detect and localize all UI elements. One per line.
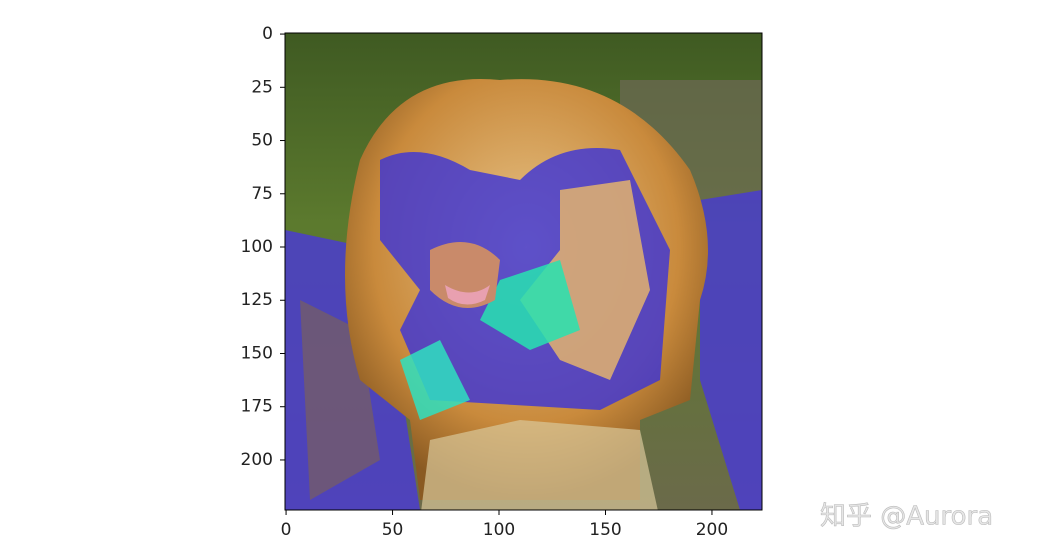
watermark: 知乎 @Aurora: [820, 502, 993, 532]
x-tick-label: 100: [483, 520, 515, 540]
image: [285, 33, 762, 510]
x-tick-label: 50: [382, 520, 404, 540]
y-tick-label: 200: [241, 450, 273, 470]
y-tick-label: 175: [241, 397, 273, 417]
y-tick-label: 0: [262, 24, 273, 44]
y-tick-label: 25: [251, 77, 273, 97]
axes-frame: [284, 32, 763, 511]
y-tick-label: 50: [251, 131, 273, 151]
y-tick-label: 100: [241, 237, 273, 257]
x-tick-label: 0: [281, 520, 292, 540]
x-tick-label: 150: [589, 520, 621, 540]
y-tick-label: 125: [241, 290, 273, 310]
y-tick-label: 75: [251, 184, 273, 204]
y-tick-label: 150: [241, 343, 273, 363]
x-tick-label: 200: [696, 520, 728, 540]
